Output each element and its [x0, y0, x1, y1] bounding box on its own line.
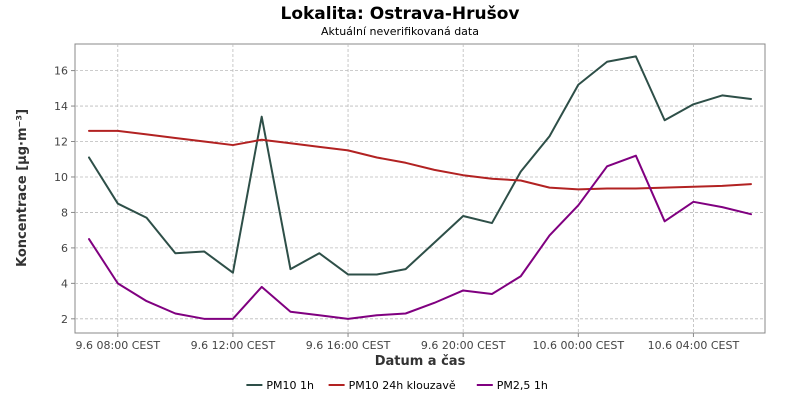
series-layer — [88, 55, 752, 320]
x-tick-label: 10.6 00:00 CEST — [533, 339, 625, 352]
y-tick-label: 14 — [54, 100, 68, 113]
y-tick-label: 6 — [61, 242, 68, 255]
y-tick-label: 16 — [54, 65, 68, 78]
grid-layer — [75, 44, 765, 333]
legend-label: PM10 24h klouzavě — [349, 379, 456, 392]
y-tick-label: 2 — [61, 313, 68, 326]
legend-item-2: PM10 24h klouzavě — [328, 379, 456, 392]
y-tick-label: 12 — [54, 136, 68, 149]
legend-label: PM10 1h — [266, 379, 314, 392]
y-axis: 2 4 6 8 10 12 14 16 — [54, 65, 75, 326]
x-tick-label: 9.6 12:00 CEST — [191, 339, 276, 352]
x-tick-label: 9.6 08:00 CEST — [76, 339, 161, 352]
chart-title: Lokalita: Ostrava-Hrušov — [280, 4, 519, 24]
x-axis-label: Datum a čas — [375, 354, 466, 369]
x-tick-label: 9.6 16:00 CEST — [306, 339, 391, 352]
legend-item-1: PM10 1h — [246, 379, 314, 392]
y-tick-label: 4 — [61, 277, 68, 290]
x-tick-label: 9.6 20:00 CEST — [421, 339, 506, 352]
series-line-1 — [88, 55, 752, 276]
y-tick-label: 8 — [61, 206, 68, 219]
series-line-2 — [88, 129, 752, 191]
y-axis-label: Koncentrace [µg·m⁻³] — [15, 109, 30, 267]
legend-item-3: PM2,5 1h — [476, 379, 548, 392]
y-tick-label: 10 — [54, 171, 68, 184]
legend: PM10 1h PM10 24h klouzavě PM2,5 1h — [246, 379, 548, 392]
series-line-3 — [88, 154, 752, 320]
x-tick-label: 10.6 04:00 CEST — [648, 339, 740, 352]
legend-label: PM2,5 1h — [497, 379, 548, 392]
x-axis: 9.6 08:00 CEST 9.6 12:00 CEST 9.6 16:00 CE… — [76, 333, 740, 352]
chart-subtitle: Aktuální neverifikovaná data — [321, 25, 479, 38]
